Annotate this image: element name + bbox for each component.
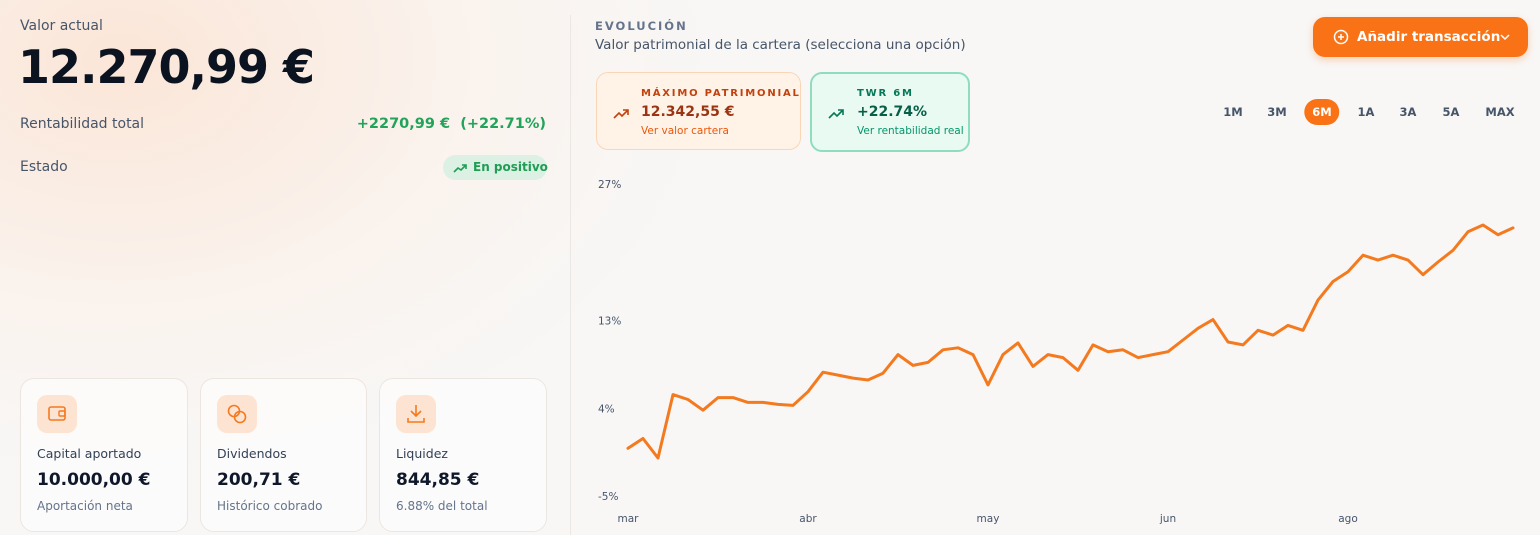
card: Dividendos 200,71 € Histórico cobrado [200, 378, 367, 532]
line [626, 223, 1515, 460]
range-button[interactable]: 3A [1399, 105, 1417, 119]
card: Capital aportado 10.000,00 € Aportación … [20, 378, 188, 532]
card-note: 6.88% del total [396, 499, 488, 513]
card-title: Capital aportado [37, 446, 142, 461]
y-tick-label: 4% [598, 403, 615, 415]
x-tick-label: may [977, 513, 1000, 525]
card-value: 844,85 € [396, 470, 480, 490]
wallet-icon [37, 395, 77, 433]
y-tick-label: -5% [598, 491, 618, 503]
plus-icon [1333, 29, 1349, 45]
current-value-label: Valor actual [20, 18, 103, 34]
button-label: Añadir transacción [1357, 29, 1501, 45]
section-eyebrow: EVOLUCIÓN [595, 19, 688, 33]
download-icon [396, 395, 436, 433]
card-value: 10.000,00 € [37, 470, 151, 490]
range-button[interactable]: MAX [1485, 105, 1515, 119]
stat-value: +22.74% [857, 104, 928, 120]
card-title: Dividendos [217, 446, 287, 461]
status-badge: En positivo [443, 155, 548, 180]
divider [570, 15, 571, 535]
range-button[interactable]: 1M [1223, 105, 1243, 119]
card-value: 200,71 € [217, 470, 301, 490]
y-tick-label: 13% [598, 316, 621, 328]
stat-link[interactable]: Ver rentabilidad real [857, 125, 964, 137]
status-text: En positivo [473, 160, 548, 174]
x-tick-label: jun [1159, 513, 1176, 525]
current-value: 12.270,99 € [18, 40, 315, 94]
chevron [1500, 34, 1510, 41]
card-title: Liquidez [396, 446, 448, 461]
x-tick-label: abr [799, 513, 817, 525]
card: Liquidez 844,85 € 6.88% del total [379, 378, 547, 532]
range-button[interactable]: 5A [1442, 105, 1460, 119]
x-tick-label: mar [618, 513, 640, 525]
return-value: +2270,99 € (+22.71%) [357, 116, 546, 132]
return-percent: (+22.71%) [460, 116, 546, 132]
return-amount: +2270,99 € [356, 116, 451, 132]
status-label: Estado [20, 159, 68, 175]
y-tick-label: 27% [598, 179, 621, 191]
add-transaction-button[interactable]: Añadir transacción [1313, 17, 1528, 57]
return-label: Rentabilidad total [20, 116, 145, 132]
trend-icon [828, 109, 844, 119]
card-note: Aportación neta [37, 499, 133, 513]
trend-icon [453, 164, 467, 173]
stat-label: MÁXIMO PATRIMONIAL [641, 88, 801, 99]
x-tick-label: ago [1338, 513, 1358, 525]
range-button[interactable]: 1A [1357, 105, 1375, 119]
range-button[interactable]: 6M [1304, 99, 1340, 125]
stat-card[interactable]: TWR 6M +22.74% Ver rentabilidad real [810, 72, 970, 152]
card-note: Histórico cobrado [217, 499, 323, 513]
stat-value: 12.342,55 € [641, 104, 735, 120]
stat-card[interactable]: MÁXIMO PATRIMONIAL 12.342,55 € Ver valor… [596, 72, 801, 150]
stat-link[interactable]: Ver valor cartera [641, 125, 729, 137]
section-subtitle: Valor patrimonial de la cartera (selecci… [595, 37, 966, 53]
coins-icon [217, 395, 257, 433]
trend-icon [613, 109, 629, 119]
range-button[interactable]: 3M [1267, 105, 1287, 119]
stat-label: TWR 6M [857, 88, 914, 99]
